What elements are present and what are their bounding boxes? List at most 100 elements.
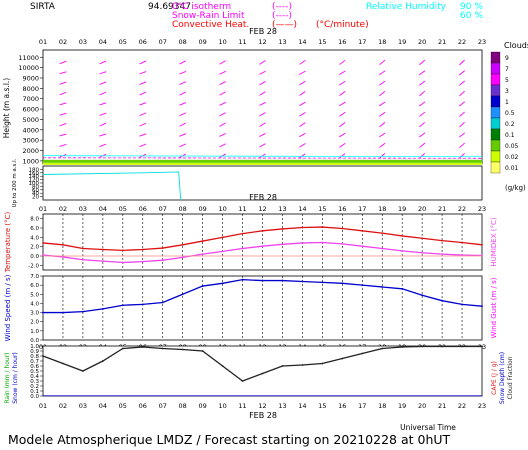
wind-barb — [139, 102, 147, 106]
wind-barb — [179, 133, 187, 137]
wind-barb — [339, 91, 346, 97]
wind-barb — [179, 60, 186, 65]
hour-label-top: 02 — [59, 38, 67, 46]
wind-barb — [339, 132, 346, 138]
temperature-panel-tick-label: -2.0 — [28, 263, 39, 269]
hour-label-bottom: 04 — [99, 402, 107, 410]
hour-label-top: 12 — [258, 38, 266, 46]
hour-label-top: 03 — [79, 38, 87, 46]
height-tick-label: 5000 — [22, 116, 39, 124]
wind-barb — [139, 133, 147, 137]
wind-barb — [219, 153, 226, 158]
hour-label-top: 01 — [39, 38, 47, 46]
temperature-panel-point — [221, 250, 224, 253]
rain-panel-point — [141, 346, 144, 348]
hour-label-top: 16 — [338, 38, 346, 46]
wind-barb — [259, 153, 266, 158]
wind-barb — [59, 122, 67, 127]
wind-barb — [419, 59, 426, 66]
wind-barb — [299, 80, 306, 86]
wind-barb — [299, 132, 306, 138]
wind-barb — [299, 153, 306, 159]
windspeed-panel-tick-label: 6.0 — [30, 283, 39, 289]
wind-barb — [339, 59, 346, 65]
wind-barb — [59, 133, 67, 137]
temperature-panel-point — [321, 241, 324, 244]
temperature-panel-point — [301, 226, 304, 229]
wind-barb — [379, 70, 386, 76]
wind-barb — [259, 143, 266, 148]
legend-symbol: (----) — [272, 2, 292, 12]
height-tick-label: 7000 — [22, 95, 39, 103]
temperature-panel-point — [261, 229, 264, 232]
hour-label-top: 21 — [438, 38, 446, 46]
wind-barb — [459, 70, 466, 76]
temperature-panel-point — [161, 247, 164, 249]
temperature-panel-point — [481, 243, 483, 246]
hour-label-2: 06 — [139, 205, 147, 213]
wind-barb — [299, 60, 306, 65]
rain-panel-tick-label: 0.6 — [30, 364, 39, 370]
hour-label-2: 09 — [198, 205, 206, 213]
hour-label-top: 18 — [378, 38, 386, 46]
hour-label-bottom: 18 — [378, 402, 386, 410]
hour-label-2: 23 — [478, 205, 486, 213]
hour-label-bottom: 12 — [258, 402, 266, 410]
hour-label-bottom: 09 — [198, 402, 206, 410]
wind-barb — [259, 101, 266, 106]
temperature-panel-point — [161, 259, 164, 262]
lowlevel-humidity-line — [42, 171, 182, 201]
windspeed-panel-point — [281, 279, 284, 282]
wind-barb — [459, 132, 466, 138]
hour-label-2: 13 — [278, 205, 286, 213]
hour-label-2: 10 — [218, 205, 226, 213]
windspeed-panel-point — [301, 280, 304, 283]
hour-label-bottom: 06 — [139, 402, 147, 410]
cloud-band — [43, 159, 482, 163]
temperature-panel-point — [201, 253, 204, 256]
temperature-panel-point — [121, 261, 124, 264]
wind-barb — [99, 81, 107, 85]
colorbar-swatch — [490, 62, 501, 75]
hour-label-top: 22 — [458, 38, 466, 46]
hour-label-top: 10 — [218, 38, 226, 46]
wind-barb — [219, 81, 226, 86]
wind-barb — [299, 101, 306, 106]
hour-label-bottom: 19 — [398, 402, 406, 410]
hour-label-bottom: 05 — [119, 402, 127, 410]
hour-label-2: 15 — [318, 205, 326, 213]
lowlevel-tick-label: 180 — [29, 167, 40, 173]
wind-barb — [179, 81, 187, 86]
hour-label-bottom: 14 — [298, 402, 306, 410]
wind-barb — [459, 152, 465, 159]
hour-label-bottom: 01 — [39, 402, 47, 410]
wind-barb — [219, 143, 226, 148]
lowlevel-tick-label: 20 — [32, 195, 39, 201]
wind-barb — [139, 143, 147, 148]
legend-symbol: (——) — [272, 20, 297, 30]
hour-label-top: 13 — [278, 38, 286, 46]
hour-label-bottom: 08 — [179, 402, 187, 410]
rain-panel-point — [101, 360, 104, 362]
hour-label-2: 08 — [179, 205, 187, 213]
temperature-panel-point — [221, 236, 224, 239]
hour-label-2: 02 — [59, 205, 67, 213]
hour-label-2: 18 — [378, 205, 386, 213]
hour-label-top: 07 — [159, 38, 167, 46]
temperature-axis-label: Temperature (°C) — [4, 212, 12, 274]
temperature-panel-point — [361, 245, 364, 248]
temperature-panel-point — [281, 228, 284, 230]
date-label-2: FEB 28 — [249, 193, 277, 202]
wind-barb — [339, 142, 346, 148]
hour-label-bottom: 13 — [278, 402, 286, 410]
wind-barb — [379, 132, 386, 138]
colorbar-swatch — [490, 95, 501, 108]
hour-label-2: 20 — [418, 205, 426, 213]
windspeed-panel-point — [181, 293, 184, 296]
rain-panel-tick-label: 0.1 — [30, 389, 39, 395]
wind-barb — [419, 101, 426, 107]
hour-label-bottom: 02 — [59, 402, 67, 410]
wind-barb — [59, 71, 67, 75]
windspeed-axis-label: Wind Speed (m / s) — [4, 274, 12, 341]
temperature-panel-point — [261, 245, 264, 248]
